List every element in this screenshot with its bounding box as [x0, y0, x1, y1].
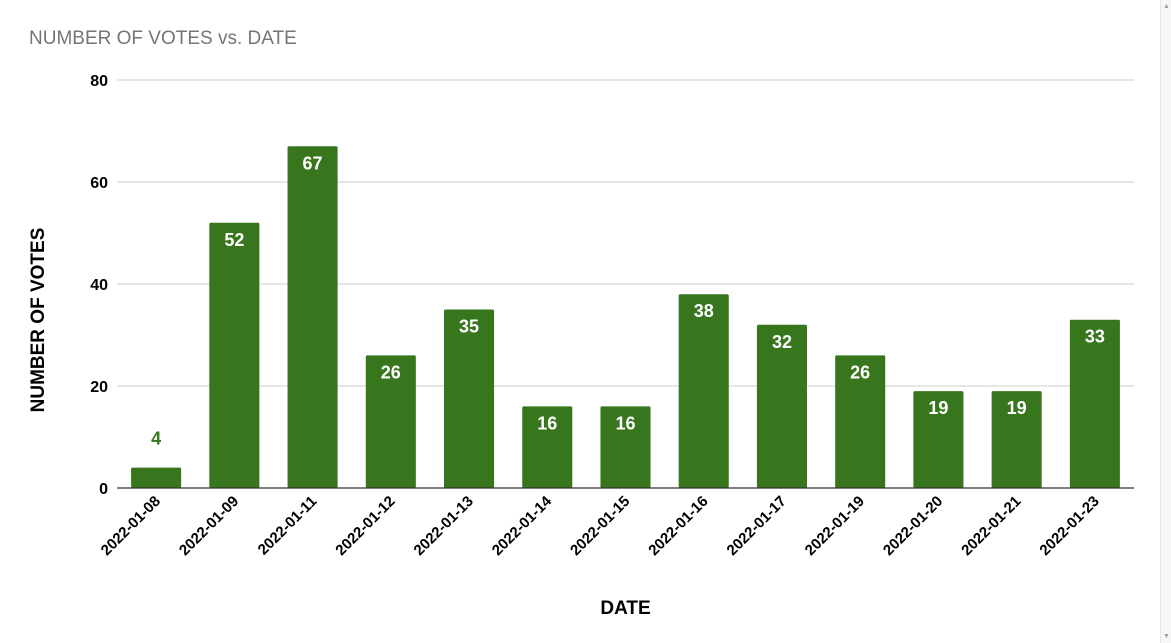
x-tick-label: 2022-01-19 — [802, 493, 868, 559]
scroll-down-arrow-icon[interactable]: ▼ — [1163, 633, 1170, 640]
data-label: 52 — [224, 230, 244, 250]
x-tick-labels: 2022-01-08 2022-01-09 2022-01-11 2022-01-12… — [98, 492, 1103, 559]
data-label: 35 — [459, 317, 479, 337]
data-label: 26 — [850, 362, 870, 382]
bar — [913, 391, 964, 488]
gridlines — [117, 79, 1134, 387]
x-tick-label: 2022-01-15 — [567, 493, 633, 559]
x-tick-label: 2022-01-08 — [98, 493, 164, 559]
y-tick-label: 80 — [90, 73, 108, 90]
x-tick-label: 2022-01-11 — [255, 493, 321, 559]
data-label: 16 — [615, 413, 635, 433]
data-labels: 4 52 67 26 35 16 16 38 32 26 19 19 33 — [151, 153, 1105, 448]
y-tick-label: 20 — [90, 379, 108, 396]
bar — [991, 391, 1042, 488]
bar — [365, 355, 416, 488]
bar — [835, 355, 886, 488]
scroll-up-arrow-icon[interactable]: ▲ — [1163, 3, 1170, 10]
data-label: 16 — [537, 413, 557, 433]
bars — [131, 146, 1120, 489]
x-tick-label: 2022-01-12 — [332, 493, 398, 559]
data-label: 19 — [928, 398, 948, 418]
chart-title: NUMBER OF VOTES vs. DATE — [29, 28, 297, 49]
y-tick-label: 40 — [90, 277, 108, 294]
bar — [287, 146, 338, 489]
data-label: 32 — [772, 332, 792, 352]
data-label: 19 — [1007, 398, 1027, 418]
bar — [756, 324, 807, 488]
data-label: 38 — [694, 301, 714, 321]
bar — [522, 406, 573, 488]
x-axis-title: DATE — [600, 598, 650, 619]
bar — [209, 222, 260, 489]
data-label: 4 — [151, 429, 161, 449]
y-tick-labels: 0 20 40 60 80 — [90, 73, 108, 498]
data-label: 67 — [303, 153, 323, 173]
y-tick-label: 0 — [99, 481, 108, 498]
x-tick-label: 2022-01-17 — [724, 493, 790, 559]
data-label: 33 — [1085, 327, 1105, 347]
bar — [1069, 319, 1120, 488]
bar — [131, 467, 182, 488]
bar — [600, 406, 651, 488]
data-label: 26 — [381, 362, 401, 382]
x-tick-label: 2022-01-13 — [411, 493, 477, 559]
y-tick-label: 60 — [90, 175, 108, 192]
x-tick-label: 2022-01-20 — [880, 493, 946, 559]
vertical-scrollbar[interactable]: ▲ ▼ — [1160, 0, 1171, 643]
bar — [444, 309, 495, 488]
x-tick-label: 2022-01-09 — [176, 493, 242, 559]
x-tick-label: 2022-01-16 — [645, 493, 711, 559]
bar — [678, 294, 729, 488]
x-tick-label: 2022-01-21 — [958, 493, 1024, 559]
x-tick-label: 2022-01-14 — [489, 492, 556, 559]
x-tick-label: 2022-01-23 — [1036, 493, 1102, 559]
y-axis-title: NUMBER OF VOTES — [28, 228, 49, 413]
